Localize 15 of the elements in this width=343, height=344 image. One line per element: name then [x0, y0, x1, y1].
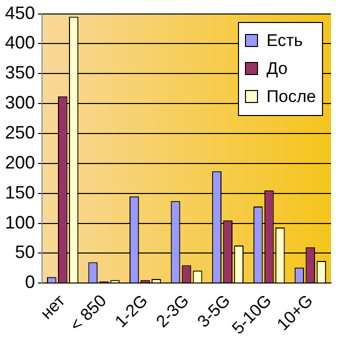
y-tick-label: 50 [15, 242, 36, 262]
y-tick-label: 400 [4, 32, 36, 53]
legend-label: Есть [266, 30, 303, 52]
legend-label: После [266, 86, 316, 108]
x-tick-label: нет [36, 290, 69, 323]
y-tick-label: 150 [4, 182, 36, 202]
x-tick-label: < 850 [66, 291, 110, 335]
y-tick-label: 350 [4, 62, 36, 83]
y-tick-label: 100 [4, 212, 36, 232]
y-tick-label: 300 [4, 92, 36, 113]
y-tick-label: 450 [4, 2, 36, 23]
y-tick-label: 200 [4, 152, 36, 172]
y-tick-label: 250 [4, 122, 36, 142]
y-tick-label: 0 [25, 272, 36, 292]
legend-label: До [266, 58, 288, 80]
